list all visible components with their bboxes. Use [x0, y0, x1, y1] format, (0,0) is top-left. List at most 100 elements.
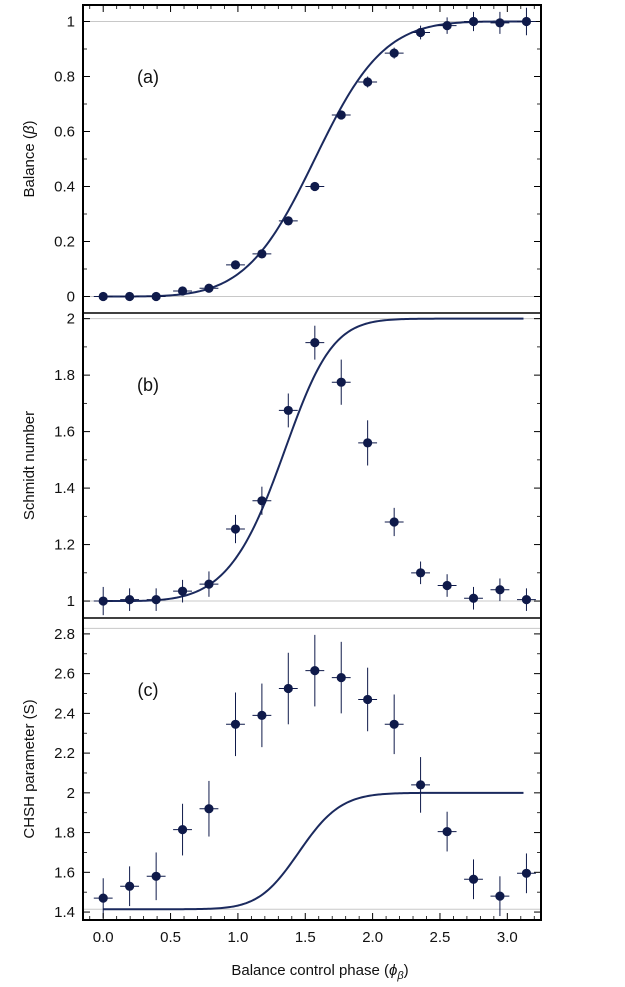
x-axis-title-open: ( [380, 962, 389, 979]
y-tick-label: 1.8 [54, 367, 75, 384]
panel-label: (a) [137, 67, 159, 87]
y-tick-label: 2.6 [54, 666, 75, 683]
data-point [415, 27, 426, 38]
data-point [336, 673, 346, 683]
data-point [310, 338, 320, 348]
panel-3: 1.4 1.6 1.8 2 2.2 2.4 2.6 2.8 (c) CHSH parameter … [21, 617, 541, 921]
y-tick-label: 1.8 [54, 825, 75, 842]
data-point [230, 524, 241, 534]
y-tick-label: 0.4 [54, 179, 75, 196]
y-axis-title: Schmidt number [21, 411, 38, 520]
data-point [230, 260, 241, 270]
data-point [283, 405, 293, 416]
y-axis-title-text: CHSH parameter (S) [21, 699, 38, 838]
data-point [468, 593, 479, 603]
data-point [125, 595, 135, 605]
data-point [495, 891, 505, 901]
x-axis-title-close: ) [404, 962, 409, 979]
x-tick-label: 2.0 [362, 929, 383, 946]
x-axis-title: Balance control phase (ϕβ) [231, 962, 408, 982]
data-point [98, 893, 108, 903]
y-tick-label: 1.6 [54, 424, 75, 441]
x-tick-label: 0.0 [93, 929, 114, 946]
data-point [389, 517, 399, 527]
panel-label: (c) [138, 680, 159, 700]
data-point [151, 595, 161, 605]
data-point [442, 21, 452, 31]
data-point [177, 286, 188, 296]
y-axis-title-close: ) [21, 121, 38, 126]
x-axis-title-symbol: ϕ [389, 962, 397, 979]
data-point [363, 438, 373, 448]
y-axis-title: Balance (β) [21, 121, 38, 198]
y-tick-label: 2.2 [54, 745, 75, 762]
data-point [415, 780, 426, 790]
data-point [521, 595, 532, 605]
data-point [336, 377, 346, 387]
data-point [415, 568, 426, 578]
x-tick-label: 3.0 [497, 929, 518, 946]
fit-curve [103, 317, 524, 603]
plot-frame [82, 4, 542, 921]
data-point [204, 283, 214, 293]
y-tick-label: 2 [67, 785, 75, 802]
y-tick-label: 0 [67, 289, 75, 306]
data-point [204, 579, 214, 589]
x-axis-title-subscript: β [396, 970, 404, 982]
data-point [125, 291, 135, 302]
data-point [336, 110, 346, 120]
data-point [257, 249, 267, 259]
data-point [442, 580, 452, 591]
y-tick-label: 1 [67, 14, 75, 31]
data-point [468, 16, 479, 27]
data-point [283, 216, 293, 226]
panels: 00.20.40.60.81(a)Balance (β)11.21.41.61.… [21, 7, 541, 921]
data-point [442, 826, 452, 837]
y-tick-label: 1.4 [54, 480, 75, 497]
fit-curve [103, 791, 524, 911]
data-point [521, 868, 532, 878]
data-point [98, 596, 108, 606]
data-point [468, 874, 479, 884]
data-point [98, 291, 108, 302]
data-point [521, 16, 532, 27]
y-tick-label: 1 [67, 593, 75, 610]
data-point [363, 77, 373, 87]
y-tick-label: 1.4 [54, 904, 75, 921]
panel-label: (b) [137, 375, 159, 395]
data-point [125, 881, 135, 891]
y-tick-label: 0.6 [54, 124, 75, 141]
data-point [389, 48, 399, 58]
fit-curve [103, 20, 524, 298]
data-point [177, 586, 188, 596]
data-point [204, 804, 214, 814]
data-point [151, 871, 161, 881]
x-axis: 0.0 0.5 1.0 1.5 2.0 2.5 3.0 [89, 5, 535, 946]
x-axis-title-text: Balance control phase [231, 962, 379, 979]
y-tick-label: 2.4 [54, 705, 75, 722]
y-tick-label: 2.8 [54, 626, 75, 643]
x-tick-label: 1.5 [295, 929, 316, 946]
data-point [283, 683, 293, 694]
panel-2: 1 1.2 1.4 1.6 1.8 2 (b) Schmidt number [21, 311, 541, 616]
data-point [495, 18, 505, 28]
x-tick-label: 2.5 [430, 929, 451, 946]
y-axis-title-open: ( [21, 134, 38, 143]
data-point [495, 585, 505, 595]
y-axis-title-text: Balance [21, 143, 38, 197]
y-tick-label: 0.2 [54, 234, 75, 251]
data-point [310, 181, 320, 192]
y-tick-label: 2 [67, 311, 75, 328]
x-tick-label: 1.0 [227, 929, 248, 946]
data-point [177, 824, 188, 835]
data-point [310, 666, 320, 676]
y-axis-title: CHSH parameter (S) [21, 699, 38, 838]
y-axis-title-symbol: β [21, 125, 38, 135]
data-point [257, 710, 267, 720]
data-point [151, 291, 161, 302]
panel-1: 0 0.2 0.4 0.6 0.8 1 (a) Balance (β) [21, 7, 541, 306]
x-tick-label: 0.5 [160, 929, 181, 946]
data-point [230, 719, 241, 729]
